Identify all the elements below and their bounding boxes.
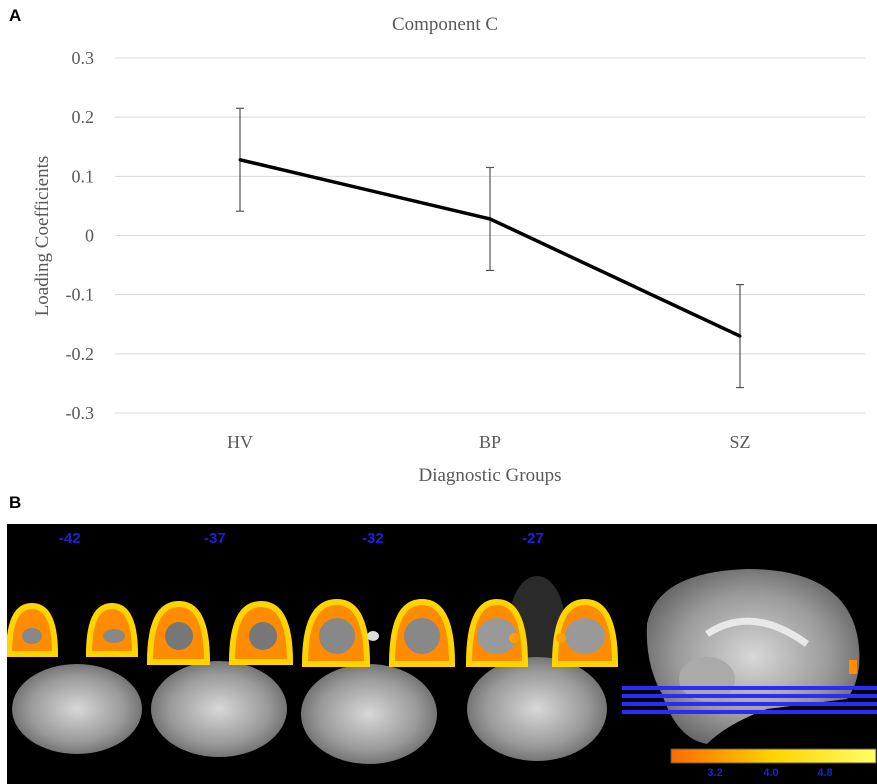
- x-tick-label: HV: [227, 432, 253, 452]
- colorbar-tick: 3.2: [707, 767, 722, 779]
- x-tick-labels: HV BP SZ: [227, 432, 751, 452]
- colorbar-tick: 4.0: [763, 767, 778, 779]
- slice-label: -32: [362, 530, 384, 547]
- brain-slice-3: [301, 598, 456, 764]
- slice-label: -27: [522, 530, 544, 547]
- error-bars: [236, 107, 744, 389]
- brain-slice-4: [465, 576, 619, 761]
- colorbar-tick: 4.8: [817, 767, 832, 779]
- panel-b-label: B: [9, 493, 22, 512]
- data-point: [738, 334, 742, 338]
- brain-slice-1: [7, 602, 142, 754]
- sagittal-brain-view: [622, 569, 877, 744]
- y-tick-label: 0.2: [72, 107, 95, 127]
- y-tick-label: -0.2: [66, 344, 95, 364]
- x-axis-label: Diagnostic Groups: [418, 465, 561, 486]
- x-tick-label: BP: [479, 432, 501, 452]
- colorbar: 3.2 4.0 4.8: [670, 748, 877, 779]
- series-line: [238, 158, 742, 338]
- brain-slice-2: [146, 600, 294, 757]
- y-tick-label: 0: [85, 226, 94, 246]
- data-point: [488, 217, 492, 221]
- x-tick-label: SZ: [729, 432, 750, 452]
- panel-a-label: A: [9, 6, 22, 25]
- y-tick-label: -0.3: [66, 403, 95, 423]
- chart-title: Component C: [392, 14, 498, 35]
- brain-images: 3.2 4.0 4.8: [7, 569, 877, 779]
- brain-slices-panel: -42 -37 -32 -27: [7, 524, 877, 784]
- y-tick-label: 0.3: [72, 48, 95, 68]
- y-tick-label: 0.1: [72, 166, 95, 186]
- slice-label: -42: [59, 530, 81, 547]
- slice-label: -37: [204, 530, 226, 547]
- line-chart: Component C 0.3 0.2 0.1 0 -0.1 -0.2 -0.3 HV BP S…: [32, 14, 865, 486]
- y-axis-label: Loading Coefficients: [32, 156, 53, 317]
- data-point: [238, 158, 242, 162]
- y-tick-labels: 0.3 0.2 0.1 0 -0.1 -0.2 -0.3: [66, 48, 95, 423]
- y-tick-label: -0.1: [66, 285, 95, 305]
